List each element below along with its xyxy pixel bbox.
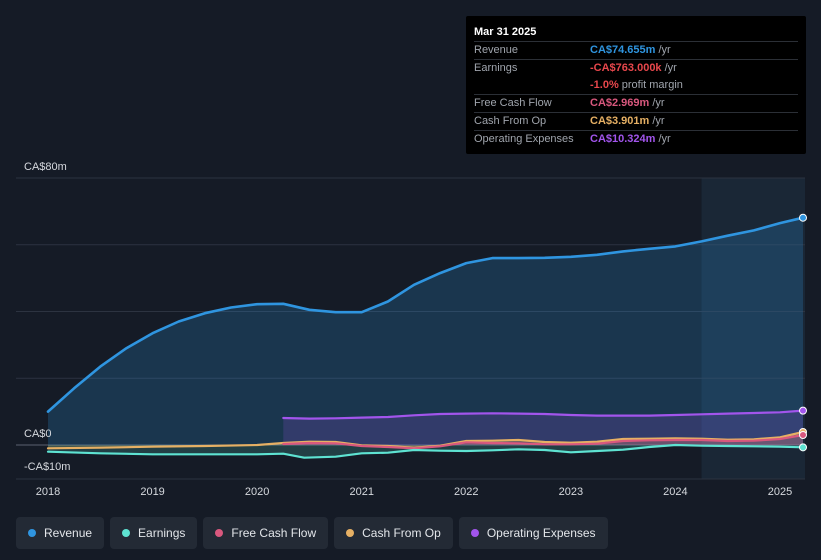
legend-item-revenue[interactable]: Revenue [16,517,105,549]
y-axis-label-zero: CA$0 [24,428,52,440]
legend-label: Operating Expenses [486,526,596,540]
revenue-end-marker [799,213,807,222]
tooltip-row-margin: -1.0% profit margin [474,77,798,93]
opex-area [283,410,803,445]
gridlines [16,177,805,480]
tooltip-label: Free Cash Flow [474,97,552,109]
tooltip-unit: /yr [664,62,677,74]
tooltip-unit: /yr [652,115,665,127]
fcf-end-marker [799,430,807,439]
chart-legend: Revenue Earnings Free Cash Flow Cash Fro… [16,517,608,549]
opex-line [282,409,805,420]
x-tick-label: 2020 [245,486,269,498]
tooltip-value: -CA$763.000k [590,62,662,74]
earnings-area [48,445,803,458]
tooltip-label [474,77,590,93]
x-tick-label: 2021 [349,486,373,498]
x-tick-label: 2022 [454,486,478,498]
tooltip-row-cfo: Cash From Op CA$3.901m /yr [474,112,798,129]
tooltip-value: CA$10.324m [590,133,656,145]
tooltip-unit: /yr [652,97,665,109]
tooltip-value: CA$3.901m [590,115,650,127]
x-axis-ticks: 2018 2019 2020 2021 2022 2023 2024 2025 [36,486,792,498]
opex-end-marker [799,406,807,415]
tooltip-unit: profit margin [621,79,683,91]
earnings-line [46,443,805,459]
tooltip-label: Earnings [474,62,518,74]
tooltip-label: Cash From Op [474,115,547,127]
series-end-markers [799,213,807,452]
legend-label: Earnings [138,526,186,540]
revenue-line [46,216,805,413]
x-tick-label: 2018 [36,486,60,498]
cfo-area [48,432,803,449]
legend-label: Cash From Op [362,526,441,540]
legend-dot-icon [470,529,479,537]
series-lines [46,216,805,459]
tooltip-unit: /yr [658,133,671,145]
tooltip-label: Operating Expenses [474,133,574,145]
legend-item-cash-from-op[interactable]: Cash From Op [334,517,453,549]
tooltip-value: CA$2.969m [590,97,650,109]
x-tick-label: 2019 [140,486,164,498]
legend-label: Free Cash Flow [231,526,317,540]
legend-item-operating-expenses[interactable]: Operating Expenses [458,517,608,549]
earnings-end-marker [799,443,807,452]
tooltip-row-opex: Operating Expenses CA$10.324m /yr [474,130,798,147]
tooltip-panel: Mar 31 2025 Revenue CA$74.655m /yr Earni… [466,16,806,154]
x-tick-label: 2023 [559,486,583,498]
revenue-area [48,217,803,445]
tooltip-value: CA$74.655m [590,44,656,56]
legend-dot-icon [215,529,224,537]
legend-dot-icon [122,529,131,537]
tooltip-unit: /yr [658,44,671,56]
fcf-line [282,433,805,450]
tooltip-date: Mar 31 2025 [474,26,537,38]
tooltip-value: -1.0% [590,79,619,91]
legend-item-earnings[interactable]: Earnings [110,517,198,549]
x-tick-label: 2025 [768,486,792,498]
legend-item-free-cash-flow[interactable]: Free Cash Flow [203,517,329,549]
legend-dot-icon [346,529,355,537]
tooltip-row-fcf: Free Cash Flow CA$2.969m /yr [474,94,798,111]
y-axis-label-top: CA$80m [24,161,67,173]
tooltip-row-revenue: Revenue CA$74.655m /yr [474,41,798,58]
cfo-line [46,430,805,450]
legend-label: Revenue [44,526,93,540]
tooltip-row-earnings: Earnings -CA$763.000k /yr [474,59,798,76]
tooltip-label: Revenue [474,44,519,56]
legend-dot-icon [28,529,36,537]
x-tick-label: 2024 [663,486,687,498]
past-data-shading [701,178,805,479]
y-axis-label-bottom: -CA$10m [24,461,70,473]
series-areas [48,217,803,458]
